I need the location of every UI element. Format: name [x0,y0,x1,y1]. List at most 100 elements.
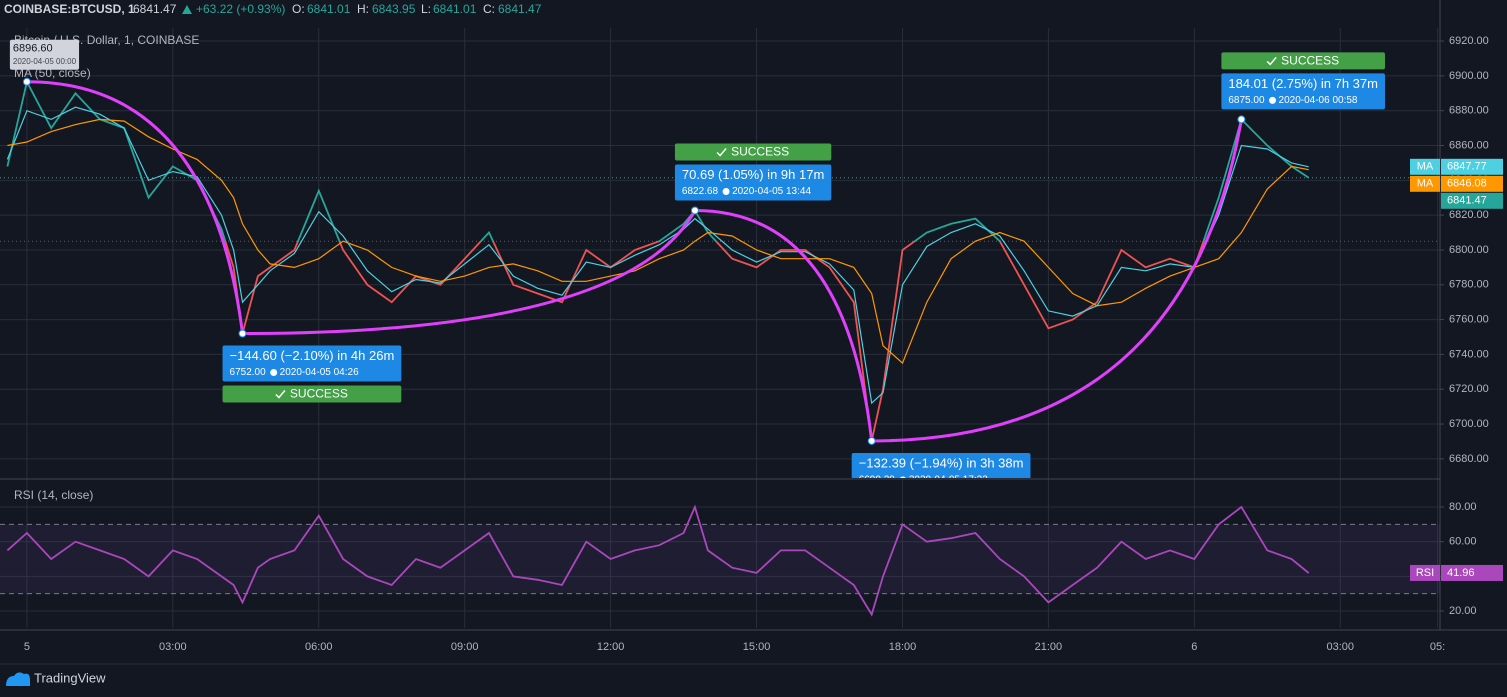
price-label-box [1441,158,1503,175]
x-tick-label: 05: [1430,641,1445,653]
price-label: 6846.08 [1447,178,1487,190]
y-tick-label: 6920.00 [1449,35,1489,47]
series-line [7,118,1309,365]
x-tick-label: 09:00 [451,641,479,653]
annotation-date: 2020-04-05 13:44 [732,186,811,197]
series-name: MA [1417,161,1434,173]
status-box [222,385,402,403]
annotation-point [690,206,699,215]
series-name-box [1410,564,1440,581]
y-tick-label: 6740.00 [1449,348,1489,360]
x-tick-label: 18:00 [889,641,917,653]
ohlc-value: 6841.01 [307,2,351,16]
annotation-point [867,436,876,445]
annotation-price: 6752.00 [230,367,267,378]
annotation: −132.39 (−1.94%) in 3h 38m 6690.29 2020-04… [851,436,1031,486]
last-price: 6841.47 [133,2,177,16]
y-tick-label: 6900.00 [1449,70,1489,82]
annotation-point [22,77,31,86]
annotation: −144.60 (−2.10%) in 4h 26m 6752.00 2020-04… [222,329,402,403]
series-name: RSI [1416,567,1434,579]
series-line [6,79,1310,442]
annotation-price: 6875.00 [1228,95,1265,106]
status-box [674,143,832,161]
x-tick-label: 21:00 [1035,641,1063,653]
ohlc-label: H: [357,2,369,16]
check-icon [716,147,727,157]
x-tick-label: 6 [1191,641,1197,653]
annotation: 184.01 (2.75%) in 7h 37m 6875.00 2020-04-0… [1221,52,1385,124]
price-label-box [1441,192,1503,209]
annotation-box [674,164,832,201]
annotation-point [1237,115,1246,124]
clock-icon [1269,96,1277,104]
ohlc-value: 6843.95 [372,2,416,16]
x-tick-label: 15:00 [743,641,771,653]
ohlc-value: 6841.47 [498,2,542,16]
annotation-point [238,329,247,338]
annotation-date: 2020-04-05 00:00 [13,57,77,66]
annotation-price: 6822.68 [682,186,719,197]
ohlc-label: L: [421,2,431,16]
check-icon [275,390,286,399]
y-tick-label: 60.00 [1449,536,1477,548]
y-tick-label: 6760.00 [1449,313,1489,325]
ohlc-label: C: [483,2,495,16]
price-label: 41.96 [1447,567,1475,579]
y-tick-label: 6860.00 [1449,139,1489,151]
symbol: COINBASE:BTCUSD, 1 [4,2,135,16]
brand[interactable]: TradingView [34,670,106,685]
ohlc-value: 6841.01 [433,2,477,16]
clock-icon [899,476,906,478]
annotation-box [851,452,1031,478]
status-box [1221,52,1385,70]
y-tick-label: 80.00 [1449,501,1477,513]
x-tick-label: 06:00 [305,641,333,653]
annotation-price: 6896.60 [13,43,53,55]
ohlc-label: O: [292,2,305,16]
annotation-change: −144.60 (−2.10%) in 4h 26m [230,348,395,363]
status: SUCCESS [1281,54,1339,68]
y-tick-label: 6820.00 [1449,209,1489,221]
status: SUCCESS [290,387,348,401]
annotation-date: 2020-04-05 04:26 [280,367,359,378]
annotation-box [1221,73,1385,110]
check-icon [1266,56,1277,66]
y-tick-label: 6800.00 [1449,244,1489,256]
y-tick-label: 6680.00 [1449,453,1489,465]
annotation-box [9,39,80,70]
price-label: 6847.77 [1447,161,1487,173]
annotation-box [222,345,402,382]
price-label: 6841.47 [1447,195,1487,207]
annotation-change: 184.01 (2.75%) in 7h 37m [1228,76,1378,91]
brand-logo [6,672,30,686]
y-tick-label: 20.00 [1449,605,1477,617]
annotation-date: 2020-04-06 00:58 [1279,95,1358,106]
y-tick-label: 6700.00 [1449,418,1489,430]
annotation: 6896.60 2020-04-05 00:00 [9,39,80,86]
y-tick-label: 6780.00 [1449,279,1489,291]
status: SUCCESS [731,145,789,159]
series-name: MA [1417,178,1434,190]
annotation-price: 6690.29 [859,475,896,486]
x-tick-label: 03:00 [1327,641,1355,653]
x-tick-label: 5 [24,641,30,653]
clock-icon [270,369,278,377]
annotation-change: −132.39 (−1.94%) in 3h 38m [859,455,1024,470]
price-change: +63.22 (+0.93%) [196,2,285,16]
plot-area: 6896.60 2020-04-05 00:00 −144.60 (−2.10%) … [0,39,1440,486]
series-name-box [1410,158,1440,175]
y-tick-label: 6880.00 [1449,105,1489,117]
price-label-box [1441,175,1503,192]
annotation-change: 70.69 (1.05%) in 9h 17m [682,167,824,182]
x-tick-label: 12:00 [597,641,625,653]
plot-area [6,504,1310,617]
annotation: 70.69 (1.05%) in 9h 17m 6822.68 2020-04-05… [674,143,832,215]
rsi-title: RSI (14, close) [14,488,93,502]
series-line [6,504,1310,617]
series-line [6,106,1309,405]
up-arrow [182,5,192,14]
series-name-box [1410,175,1440,192]
price-label-box [1441,564,1503,581]
